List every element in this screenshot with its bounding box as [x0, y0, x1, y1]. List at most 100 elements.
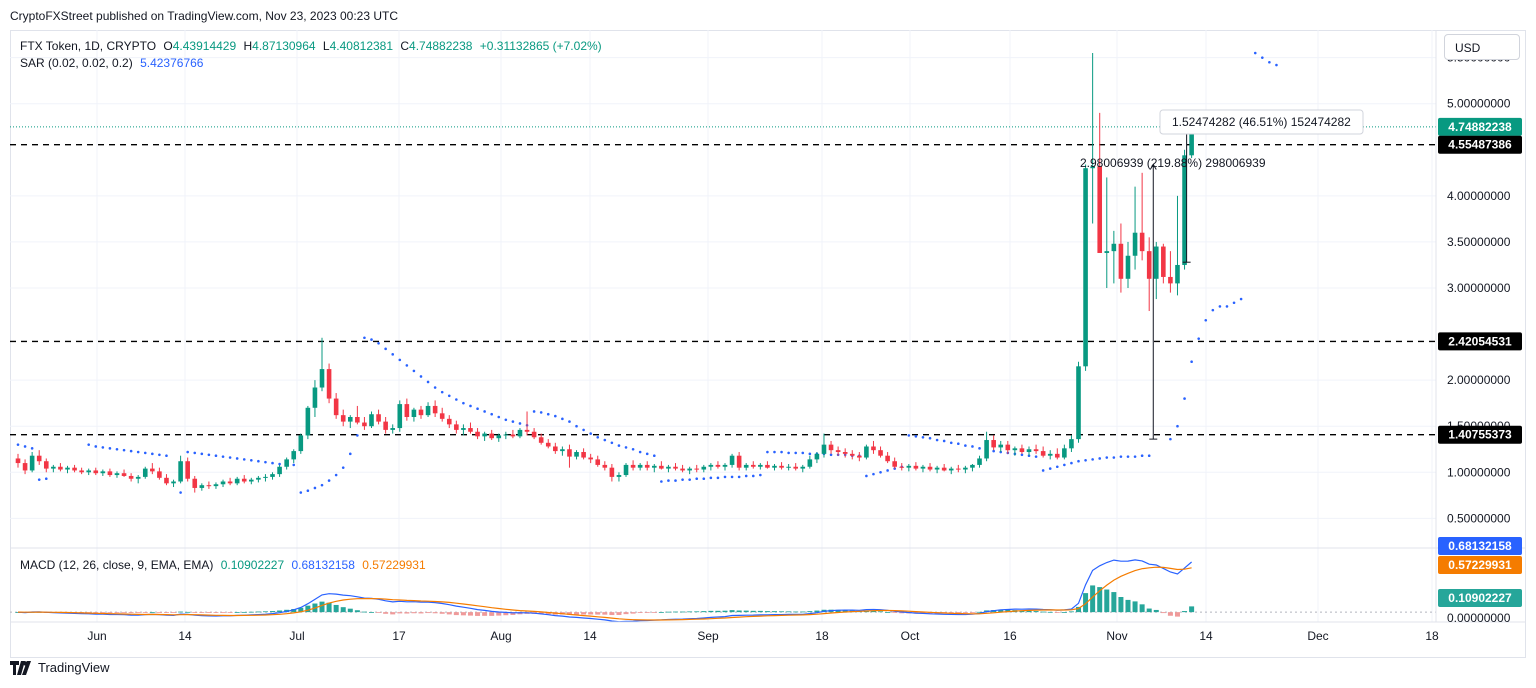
candle — [128, 473, 134, 482]
sar-dot — [1112, 456, 1116, 459]
sar-dot — [759, 473, 762, 477]
macd-hist-value: 0.10902227 — [220, 558, 285, 572]
candle — [743, 463, 749, 471]
macd-hist-bar — [1047, 611, 1053, 613]
macd-hist-bar — [1189, 606, 1195, 613]
candle — [828, 440, 834, 454]
macd-hist-bar — [460, 612, 466, 616]
macd-hist-bar — [220, 612, 226, 613]
macd-hist-bar — [100, 612, 106, 613]
candle — [913, 462, 919, 471]
sar-value: 5.42376766 — [140, 56, 204, 70]
candle — [758, 463, 763, 470]
macd-hist-bar — [171, 612, 177, 613]
sar-dot — [1126, 455, 1130, 458]
macd-hist-bar — [510, 612, 516, 615]
candle — [29, 452, 35, 473]
macd-hist-bar — [142, 612, 148, 613]
macd-hist-bar — [1068, 611, 1074, 613]
publisher-line: CryptoFXStreet published on TradingView.… — [10, 9, 398, 23]
candle — [1146, 237, 1152, 312]
sar-dot — [151, 452, 154, 456]
macd-hist-bar — [376, 612, 382, 613]
sar-dot — [631, 447, 635, 451]
candle — [574, 450, 579, 460]
sar-dot — [186, 450, 189, 454]
sar-dot — [433, 386, 437, 389]
sar-dot — [582, 428, 585, 432]
sar-dot — [348, 452, 352, 456]
macd-hist-bar — [694, 611, 700, 613]
sar-dot — [751, 474, 755, 478]
candle — [623, 463, 629, 477]
candle — [93, 467, 99, 476]
sar-dot — [391, 353, 395, 356]
sar-dot — [1147, 454, 1151, 458]
candle — [560, 446, 565, 456]
sar-dot — [313, 486, 317, 490]
macd-hist-bar — [969, 612, 975, 613]
candle — [418, 405, 424, 419]
macd-hist-bar — [446, 612, 452, 615]
sar-dot — [1041, 469, 1045, 472]
candle — [1111, 230, 1117, 284]
candle — [1062, 444, 1067, 460]
macd-hist-bar — [588, 612, 594, 615]
macd-hist-bar — [616, 612, 622, 615]
sar-dot — [610, 441, 614, 445]
macd-hist-bar — [538, 612, 544, 615]
candle — [206, 481, 212, 489]
macd-hist-bar — [835, 609, 841, 613]
sar-dot — [794, 451, 797, 455]
sar-dot — [257, 459, 260, 463]
macd-hist-bar — [199, 612, 205, 613]
sar-dot — [617, 444, 621, 447]
candle — [270, 472, 275, 480]
candle — [277, 464, 282, 477]
grid — [10, 30, 1436, 622]
macd-hist-bar — [1076, 606, 1081, 613]
sar-dot — [624, 446, 628, 449]
sar-dot — [250, 459, 253, 462]
sar-dot — [1232, 301, 1236, 305]
candle — [1139, 172, 1145, 261]
macd-hist-bar — [715, 610, 721, 613]
candle — [680, 464, 685, 473]
sar-dot — [44, 477, 48, 481]
candle — [659, 461, 664, 470]
macd-hist-bar — [1083, 593, 1089, 613]
sar-dot — [334, 473, 338, 477]
macd-hist-bar — [1111, 592, 1117, 613]
sar-dot — [1077, 459, 1080, 463]
candle — [291, 449, 297, 464]
macd-hist-bar — [390, 612, 396, 615]
sar-dot — [1140, 454, 1144, 458]
currency-button[interactable]: USD — [1444, 34, 1520, 60]
svg-text:4.74882238: 4.74882238 — [1448, 120, 1512, 134]
candle — [736, 452, 742, 471]
sar-dot — [886, 469, 889, 472]
candle — [227, 477, 233, 486]
candle — [1019, 444, 1025, 454]
macd-hist-bar — [962, 612, 968, 613]
macd-hist-bar — [475, 612, 481, 616]
sar-dot — [532, 410, 536, 413]
candle — [489, 429, 494, 441]
sar-dot — [221, 455, 225, 458]
candle — [616, 472, 622, 482]
time-tick-label: 14 — [1199, 629, 1213, 643]
candle — [65, 465, 70, 474]
candle — [948, 466, 954, 475]
candle — [135, 475, 141, 484]
candle — [652, 463, 657, 473]
candle — [142, 466, 148, 479]
macd-hist-bar — [757, 610, 763, 613]
macd-hist-bar — [326, 602, 332, 613]
candle — [1153, 241, 1159, 300]
macd-hist-bar — [673, 611, 679, 613]
sar-dot — [87, 443, 90, 446]
candle — [666, 464, 671, 473]
candle — [1132, 186, 1138, 270]
candle — [298, 433, 304, 454]
